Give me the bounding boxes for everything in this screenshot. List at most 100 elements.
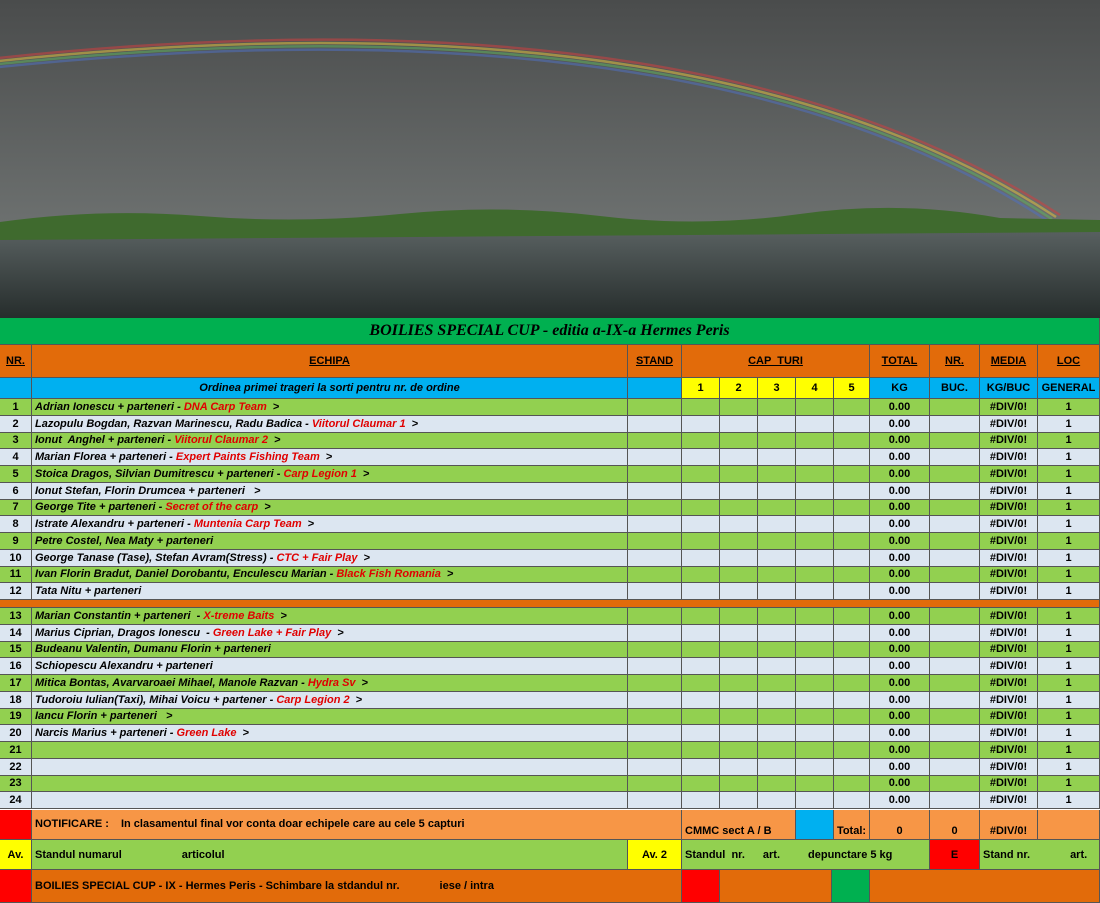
turn-cell — [720, 742, 758, 759]
team-sponsor: Green Lake — [176, 727, 237, 740]
turn-cell — [758, 624, 796, 642]
turn-cell — [682, 608, 720, 625]
turn-cell — [682, 566, 720, 584]
turn-cell — [834, 792, 870, 809]
footer-cell: Stand nr. art. — [980, 840, 1100, 870]
turn-cell — [834, 742, 870, 759]
avg-cell: #DIV/0! — [980, 758, 1038, 776]
team-arrow: > — [242, 727, 249, 740]
count-cell — [930, 549, 980, 567]
turn-cell — [758, 641, 796, 659]
turn-cell — [682, 708, 720, 726]
turn-cell — [758, 516, 796, 533]
turn-cell — [796, 566, 834, 584]
team-cell — [32, 742, 628, 759]
turn-cell — [682, 549, 720, 567]
rank-cell: 1 — [1038, 624, 1100, 642]
turn-number: 1 — [682, 378, 720, 399]
total-cell: 0.00 — [870, 792, 930, 809]
turn-cell — [720, 624, 758, 642]
header-cell: MEDIA — [980, 345, 1038, 378]
turn-cell — [758, 566, 796, 584]
row-number: 19 — [0, 708, 32, 726]
turn-cell — [720, 775, 758, 793]
rank-cell: 1 — [1038, 641, 1100, 659]
row-number: 7 — [0, 499, 32, 517]
avg-cell: #DIV/0! — [980, 641, 1038, 659]
row-number: 10 — [0, 549, 32, 567]
row-number: 16 — [0, 658, 32, 675]
turn-cell — [758, 499, 796, 517]
turn-cell — [682, 399, 720, 416]
turn-cell — [796, 482, 834, 500]
turn-cell — [682, 449, 720, 466]
row-number: 17 — [0, 675, 32, 692]
turn-cell — [834, 566, 870, 584]
header-cell — [628, 378, 682, 399]
header-cell: KG — [870, 378, 930, 399]
team-team: Stoica Dragos, Silvian Dumitrescu + part… — [35, 467, 284, 480]
total-cell: 0.00 — [870, 449, 930, 466]
turn-cell — [682, 624, 720, 642]
header-cell — [0, 378, 32, 399]
turn-cell — [682, 658, 720, 675]
team-arrow: > — [446, 568, 454, 581]
footer-cell: Total: — [834, 810, 870, 840]
rank-cell: 1 — [1038, 415, 1100, 433]
stand-cell — [628, 499, 682, 517]
avg-cell: #DIV/0! — [980, 608, 1038, 625]
team-arrow: > — [362, 467, 370, 480]
avg-cell: #DIV/0! — [980, 566, 1038, 584]
team-arrow: > — [325, 451, 333, 464]
row-number: 20 — [0, 725, 32, 742]
turn-cell — [796, 516, 834, 533]
footer-cell: Standul nr. art. depunctare 5 kg — [682, 840, 930, 870]
footer-cell — [832, 870, 870, 903]
team-sponsor: Carp Legion 2 — [276, 693, 350, 706]
turn-cell — [796, 449, 834, 466]
footer-text: iese / intra — [439, 880, 494, 892]
count-cell — [930, 675, 980, 692]
count-cell — [930, 641, 980, 659]
rank-cell: 1 — [1038, 742, 1100, 759]
turn-cell — [834, 758, 870, 776]
row-number: 9 — [0, 533, 32, 550]
rank-cell: 1 — [1038, 482, 1100, 500]
stand-cell — [628, 415, 682, 433]
footer-text: Stand nr. — [983, 848, 1031, 861]
turn-cell — [720, 608, 758, 625]
turn-cell — [720, 758, 758, 776]
turn-cell — [720, 641, 758, 659]
turn-cell — [796, 499, 834, 517]
team-cell: Ionut Stefan, Florin Drumcea + parteneri… — [32, 482, 628, 500]
turn-cell — [796, 549, 834, 567]
team-cell: Stoica Dragos, Silvian Dumitrescu + part… — [32, 466, 628, 483]
turn-cell — [796, 583, 834, 600]
stand-cell — [628, 549, 682, 567]
avg-cell: #DIV/0! — [980, 449, 1038, 466]
count-cell — [930, 758, 980, 776]
team-arrow: > — [272, 400, 280, 413]
count-cell — [930, 533, 980, 550]
turn-cell — [720, 399, 758, 416]
team-cell: Adrian Ionescu + parteneri - DNA Carp Te… — [32, 399, 628, 416]
header-cell: CAP TURI — [682, 345, 870, 378]
avg-cell: #DIV/0! — [980, 792, 1038, 809]
team-team: Marian Constantin + parteneri - — [35, 609, 204, 622]
avg-cell: #DIV/0! — [980, 499, 1038, 517]
total-cell: 0.00 — [870, 691, 930, 709]
avg-cell: #DIV/0! — [980, 675, 1038, 692]
turn-cell — [682, 415, 720, 433]
footer-note: NOTIFICARE : In clasamentul final vor con… — [32, 810, 682, 840]
turn-cell — [834, 708, 870, 726]
rank-cell: 1 — [1038, 516, 1100, 533]
turn-cell — [682, 466, 720, 483]
turn-cell — [796, 742, 834, 759]
count-cell — [930, 608, 980, 625]
header-cell: KG/BUC — [980, 378, 1038, 399]
turn-cell — [758, 549, 796, 567]
team-arrow: > — [307, 518, 315, 531]
turn-cell — [682, 432, 720, 450]
turn-cell — [834, 641, 870, 659]
turn-cell — [720, 725, 758, 742]
